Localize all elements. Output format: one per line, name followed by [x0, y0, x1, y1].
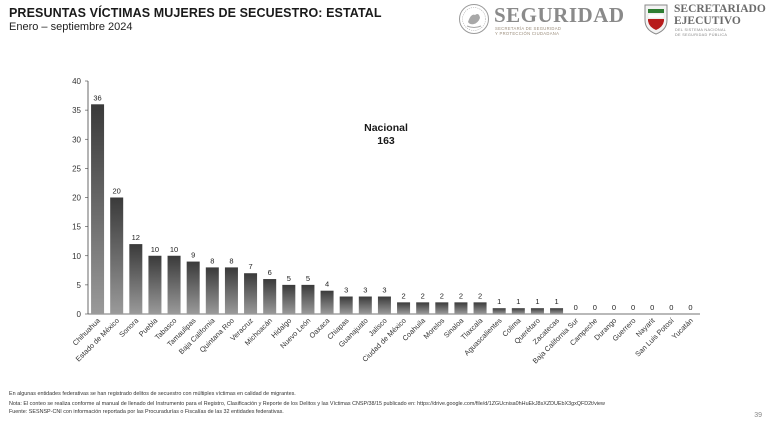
shield-icon [644, 4, 668, 35]
data-label: 8 [229, 256, 233, 265]
bar [550, 308, 564, 314]
bar [492, 308, 506, 314]
bar [339, 296, 353, 314]
bar [511, 308, 525, 314]
data-label: 6 [268, 268, 272, 277]
bar [358, 296, 372, 314]
bar [148, 255, 162, 314]
bar [244, 273, 258, 314]
data-label: 0 [669, 303, 673, 312]
data-label: 1 [554, 297, 558, 306]
data-label: 20 [113, 187, 121, 196]
y-tick-label: 15 [72, 223, 81, 232]
data-label: 10 [151, 245, 159, 254]
national-total-value: 163 [377, 135, 395, 147]
national-total-label: Nacional [364, 122, 408, 134]
bar [282, 284, 296, 314]
data-label: 36 [93, 93, 101, 102]
page-subtitle: Enero – septiembre 2024 [9, 21, 133, 33]
page-title: PRESUNTAS VÍCTIMAS MUJERES DE SECUESTRO:… [9, 6, 382, 20]
bar [186, 261, 200, 314]
chart-bars [91, 104, 564, 314]
bar [320, 290, 334, 314]
secretariado-small-text: DEL SISTEMA NACIONAL DE SEGURIDAD PÚBLIC… [675, 28, 728, 37]
y-tick-label: 20 [72, 194, 81, 203]
footer-note-methodology: Nota: El conteo se realiza conforme al m… [9, 401, 605, 407]
y-tick-label: 0 [77, 310, 82, 319]
data-label: 2 [440, 291, 444, 300]
data-label: 8 [210, 256, 214, 265]
data-label: 0 [574, 303, 578, 312]
data-label: 5 [306, 274, 310, 283]
y-tick-label: 5 [77, 281, 82, 290]
y-tick-label: 35 [72, 106, 81, 115]
data-label: 0 [612, 303, 616, 312]
y-tick-label: 25 [72, 164, 81, 173]
bar [224, 267, 238, 314]
footer-source: Fuente: SESNSP-CNI con información repor… [9, 409, 284, 415]
data-label: 3 [363, 286, 367, 295]
bar [435, 302, 449, 314]
bar [129, 244, 143, 314]
bar [473, 302, 487, 314]
seguridad-wordmark: SEGURIDAD [494, 3, 625, 27]
x-tick-label: Yucatán [670, 316, 695, 341]
footer-note-migrants: En algunas entidades federativas se han … [9, 391, 296, 397]
bar [263, 279, 277, 314]
data-label: 1 [535, 297, 539, 306]
y-tick-label: 10 [72, 252, 81, 261]
data-label: 1 [516, 297, 520, 306]
y-axis-ticks: 0 5 10 15 20 25 30 35 40 [72, 77, 88, 319]
data-label: 3 [382, 286, 386, 295]
secretariado-logo: SECRETARIADO EJECUTIVO DEL SISTEMA NACIO… [642, 2, 767, 38]
bar [110, 197, 124, 314]
data-label: 12 [132, 233, 140, 242]
page-number: 39 [754, 412, 762, 419]
data-label: 2 [478, 291, 482, 300]
data-label: 1 [497, 297, 501, 306]
data-label: 2 [459, 291, 463, 300]
data-label: 5 [287, 274, 291, 283]
bar [167, 255, 181, 314]
x-tick-label: Morelos [422, 316, 447, 341]
seguridad-logo: SEGURIDAD SECRETARÍA DE SEGURIDAD Y PROT… [458, 3, 633, 37]
secretariado-line1: SECRETARIADO [674, 3, 766, 15]
data-label: 0 [593, 303, 597, 312]
data-label: 2 [401, 291, 405, 300]
data-label: 9 [191, 251, 195, 260]
data-label: 3 [344, 286, 348, 295]
y-tick-label: 30 [72, 135, 81, 144]
secretariado-line2: EJECUTIVO [674, 15, 741, 27]
data-label: 4 [325, 280, 329, 289]
seguridad-small-text: SECRETARÍA DE SEGURIDAD Y PROTECCIÓN CIU… [495, 26, 562, 36]
bar [416, 302, 430, 314]
data-label: 10 [170, 245, 178, 254]
mexico-seal-icon [459, 4, 489, 34]
bar [530, 308, 544, 314]
bar [454, 302, 468, 314]
data-label: 0 [631, 303, 635, 312]
data-label: 0 [650, 303, 654, 312]
bar [205, 267, 219, 314]
bar [301, 284, 315, 314]
y-tick-label: 40 [72, 77, 81, 86]
bar [91, 104, 105, 314]
data-label: 2 [421, 291, 425, 300]
bar [377, 296, 391, 314]
data-label: 0 [688, 303, 692, 312]
bar [397, 302, 411, 314]
x-tick-label: Sonora [117, 315, 141, 339]
data-label: 7 [248, 262, 252, 271]
